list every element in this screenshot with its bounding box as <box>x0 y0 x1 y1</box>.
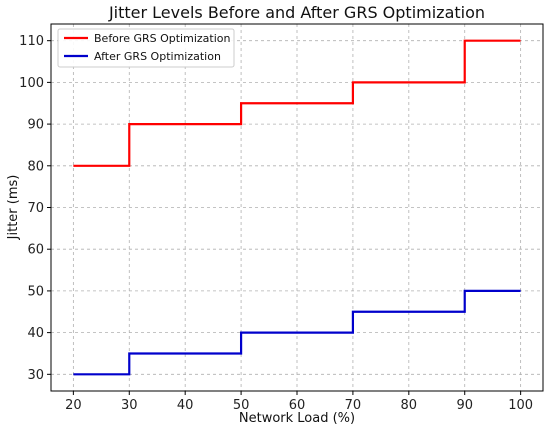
y-tick-label: 30 <box>27 368 44 383</box>
y-tick-label: 100 <box>19 76 44 91</box>
y-tick-label: 50 <box>27 284 44 299</box>
y-tick-label: 110 <box>19 34 44 49</box>
x-tick-label: 50 <box>233 398 250 413</box>
y-tick-label: 70 <box>27 201 44 216</box>
x-tick-label: 80 <box>401 398 418 413</box>
legend-label: After GRS Optimization <box>94 50 221 63</box>
legend-box <box>57 28 235 68</box>
x-tick-label: 30 <box>121 398 138 413</box>
x-tick-label: 20 <box>65 398 82 413</box>
x-axis-ticks: 20 30 40 50 60 70 80 90 100 <box>65 391 533 413</box>
legend: Before GRS Optimization After GRS Optimiz… <box>57 28 235 68</box>
legend-label: Before GRS Optimization <box>94 32 231 45</box>
y-tick-label: 60 <box>27 243 44 258</box>
y-tick-label: 90 <box>27 118 44 133</box>
y-axis-ticks: 30 40 50 60 70 80 90 100 110 <box>19 34 51 383</box>
y-tick-label: 80 <box>27 159 44 174</box>
x-tick-label: 100 <box>508 398 533 413</box>
series-line-before <box>73 39 521 167</box>
series-line-after <box>73 289 521 376</box>
series-lines <box>73 39 521 376</box>
x-tick-label: 40 <box>177 398 194 413</box>
x-tick-label: 70 <box>345 398 362 413</box>
chart-title: Jitter Levels Before and After GRS Optim… <box>108 3 485 22</box>
grid-lines <box>51 24 543 391</box>
y-tick-label: 40 <box>27 326 44 341</box>
x-tick-label: 60 <box>289 398 306 413</box>
y-axis-label: Jitter (ms) <box>6 175 21 241</box>
x-axis-label: Network Load (%) <box>239 411 355 426</box>
x-tick-label: 90 <box>456 398 473 413</box>
